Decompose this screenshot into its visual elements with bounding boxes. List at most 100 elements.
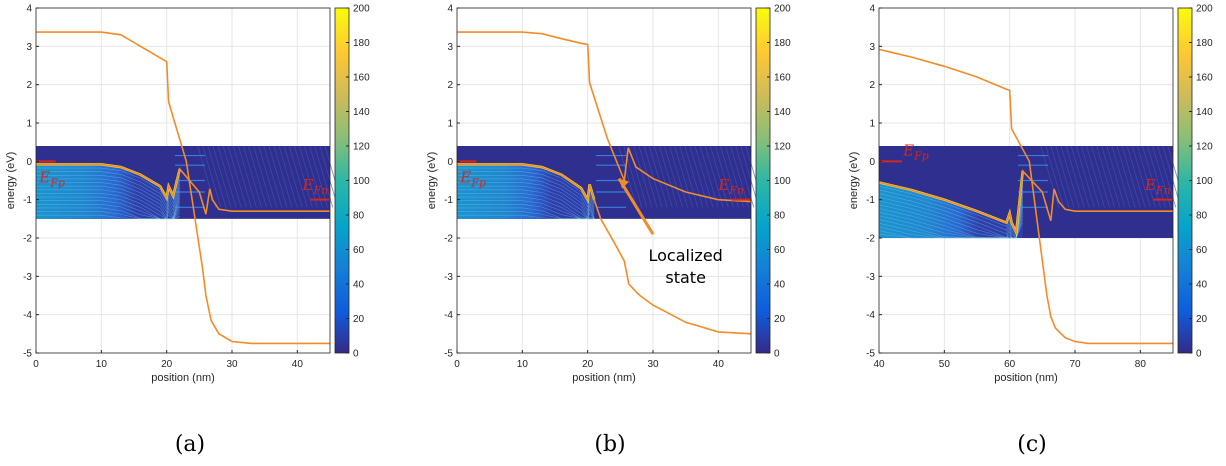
- colorbar-tick-label: 160: [353, 73, 370, 84]
- colorbar-tick-label: 100: [774, 176, 791, 187]
- density-stripe: [457, 174, 595, 212]
- x-tick-label: 40: [873, 359, 885, 370]
- density-stripe: [36, 185, 181, 220]
- y-tick-label: 0: [447, 157, 453, 168]
- band-curve-1: [878, 48, 1173, 345]
- x-axis-label: position (nm): [994, 372, 1058, 384]
- interference-stripe: [1106, 145, 1126, 208]
- y-tick-label: 4: [869, 4, 875, 15]
- y-tick-label: 1: [26, 119, 32, 130]
- density-stripe: [878, 181, 1024, 239]
- y-tick-label: 2: [869, 80, 875, 91]
- density-stripe: [36, 174, 181, 210]
- colorbar-tick-label: 160: [774, 73, 791, 84]
- band-curve-1: [457, 31, 752, 203]
- valence-band-density: [879, 170, 1023, 238]
- interference-stripe: [238, 145, 257, 208]
- y-tick-label: -1: [23, 195, 32, 206]
- colorbar-tick-label: 80: [1196, 211, 1208, 222]
- interference-stripe: [1152, 145, 1172, 208]
- x-tick-label: 20: [582, 359, 594, 370]
- y-tick-label: -2: [23, 234, 32, 245]
- interference-stripe: [714, 145, 734, 208]
- density-stripe: [878, 204, 1024, 239]
- interference-stripe: [720, 145, 739, 208]
- interference-stripe: [659, 145, 678, 208]
- density-stripe: [878, 200, 1024, 239]
- y-tick-label: 2: [447, 80, 453, 91]
- interference-stripe: [1136, 145, 1156, 208]
- band-curve-2: [457, 163, 752, 335]
- interference-stripe: [1142, 145, 1161, 208]
- interference-stripe: [253, 145, 273, 208]
- colorbar-tick-label: 200: [1196, 4, 1213, 15]
- colorbar-tick-label: 60: [1196, 245, 1208, 256]
- density-stripe: [36, 167, 181, 203]
- y-tick-label: 0: [869, 157, 875, 168]
- colorbar-tick-label: 200: [774, 4, 791, 15]
- colorbar-tick-label: 40: [353, 280, 365, 291]
- interference-stripe: [1131, 145, 1151, 208]
- interference-stripe: [704, 145, 724, 208]
- annotation-arrow: [617, 177, 655, 235]
- interference-stripe: [1111, 145, 1131, 208]
- x-tick-label: 20: [161, 359, 173, 370]
- density-stripe: [36, 193, 181, 220]
- y-tick-label: -4: [444, 310, 453, 321]
- colorbar-tick-label: 0: [1196, 349, 1202, 360]
- y-tick-label: -3: [23, 272, 32, 283]
- interference-stripe: [638, 145, 658, 208]
- density-stripe: [457, 185, 595, 220]
- density-stripe: [36, 189, 181, 220]
- colorbar-tick-label: 40: [774, 280, 786, 291]
- y-tick-label: 4: [447, 4, 453, 15]
- density-stripe: [36, 214, 180, 220]
- localized-state-label: Localized state: [649, 246, 723, 287]
- density-stripe: [36, 178, 181, 214]
- colorbar-tick-label: 0: [774, 349, 780, 360]
- interference-stripe: [1126, 145, 1146, 208]
- density-stripe: [36, 182, 181, 217]
- colorbar-tick-label: 120: [774, 142, 791, 153]
- x-tick-label: 50: [939, 359, 951, 370]
- x-tick-label: 70: [1069, 359, 1081, 370]
- y-tick-label: -2: [866, 234, 875, 245]
- interference-stripe: [304, 145, 323, 208]
- interference-stripe: [278, 145, 298, 208]
- density-stripe: [457, 204, 595, 220]
- interference-stripe: [212, 145, 232, 208]
- y-tick-label: -1: [444, 195, 453, 206]
- interference-stripe: [684, 145, 704, 208]
- colorbar-tick-label: 80: [353, 211, 365, 222]
- colorbar-tick-label: 20: [1196, 314, 1208, 325]
- interference-stripe: [1147, 145, 1166, 208]
- interference-stripe: [1075, 145, 1095, 208]
- interference-stripe: [227, 145, 247, 208]
- density-stripe: [878, 193, 1024, 239]
- colorbar-tick-label: 180: [774, 38, 791, 49]
- x-axis-label: position (nm): [572, 372, 636, 384]
- y-axis-label: energy (eV): [848, 152, 860, 209]
- interference-stripe: [299, 145, 318, 208]
- x-tick-label: 80: [1135, 359, 1147, 370]
- y-tick-label: -5: [866, 349, 875, 360]
- interference-stripe: [643, 145, 663, 208]
- panel-label-b: (b): [594, 432, 626, 457]
- axes-frame: [35, 7, 331, 354]
- density-stripe: [457, 189, 595, 220]
- band-curve-1: [36, 31, 330, 345]
- density-stripe: [878, 174, 1024, 238]
- interference-stripe: [1045, 145, 1065, 208]
- density-stripe: [457, 193, 595, 220]
- interference-stripe: [232, 145, 252, 208]
- interference-stripe: [699, 145, 719, 208]
- density-stripe: [36, 196, 181, 220]
- interference-stripe: [283, 145, 303, 208]
- density-stripe: [878, 218, 1024, 239]
- y-tick-label: -5: [23, 349, 32, 360]
- y-tick-label: -4: [23, 310, 32, 321]
- density-stripe: [457, 200, 595, 220]
- colorbar-tick-label: 0: [353, 349, 359, 360]
